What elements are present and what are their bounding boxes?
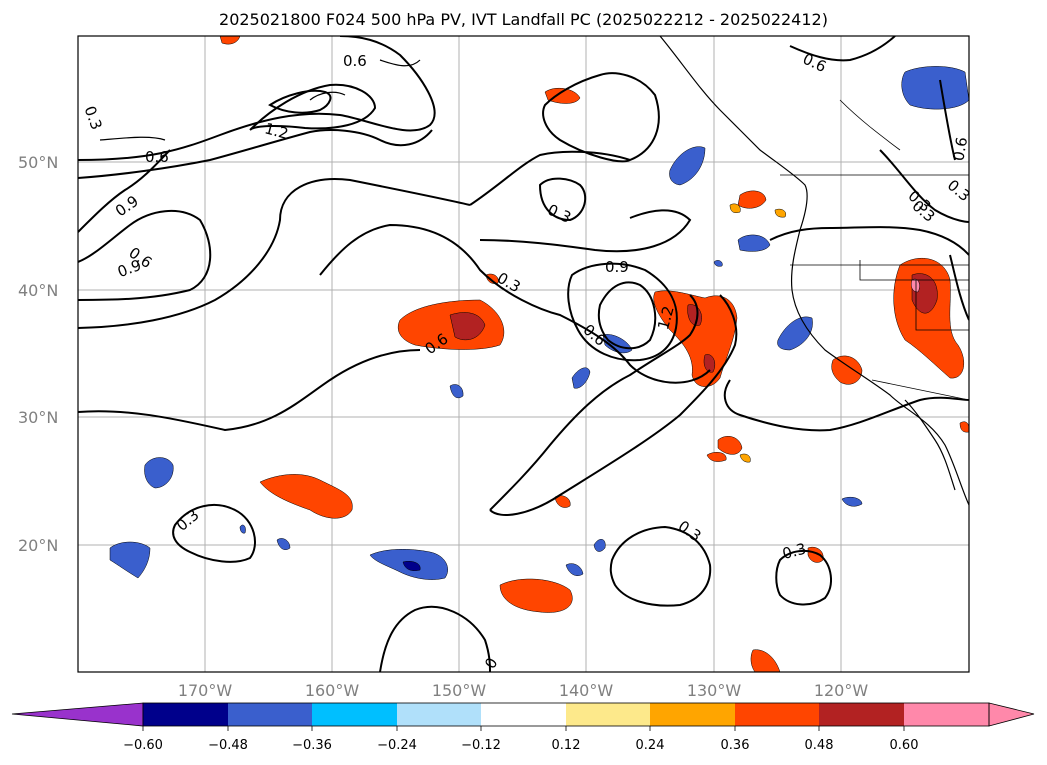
colorbar-tick-label: 0.12 xyxy=(552,738,581,753)
map-title: 2025021800 F024 500 hPa PV, IVT Landfall… xyxy=(219,10,828,29)
longitude-labels: 170°W 160°W 150°W 140°W 130°W 120°W xyxy=(178,681,869,700)
svg-text:0.6: 0.6 xyxy=(949,136,971,163)
lat-label: 50°N xyxy=(18,153,58,172)
map-background xyxy=(78,36,969,672)
colorbar-tick-label: −0.36 xyxy=(292,738,332,753)
colorbar-extend-max xyxy=(988,702,1035,727)
svg-text:1.2: 1.2 xyxy=(654,304,678,332)
colorbar-segment xyxy=(312,703,397,726)
colorbar-tick-label: −0.12 xyxy=(461,738,501,753)
colorbar-tick-label: 0.60 xyxy=(890,738,919,753)
svg-text:1.2: 1.2 xyxy=(263,119,291,143)
lon-label: 140°W xyxy=(559,681,614,700)
colorbar-tick-label: 0.24 xyxy=(636,738,665,753)
colorbar-tick-label: 0.36 xyxy=(721,738,750,753)
lon-label: 160°W xyxy=(305,681,360,700)
svg-text:0.9: 0.9 xyxy=(605,258,629,276)
latitude-labels: 50°N 40°N 30°N 20°N xyxy=(18,153,58,555)
lon-label: 130°W xyxy=(687,681,742,700)
lat-label: 20°N xyxy=(18,536,58,555)
svg-text:0.3: 0.3 xyxy=(780,539,808,563)
lon-label: 120°W xyxy=(814,681,869,700)
colorbar-segment xyxy=(143,703,228,726)
colorbar-segment xyxy=(566,703,650,726)
lon-label: 170°W xyxy=(178,681,233,700)
map-frame xyxy=(77,35,970,673)
svg-text:0.6: 0.6 xyxy=(145,148,169,166)
colorbar-extend-min xyxy=(11,702,144,727)
coastlines xyxy=(99,36,969,506)
colorbar-segment xyxy=(735,703,819,726)
colorbar-segment xyxy=(904,703,989,726)
colorbar-tick-label: −0.48 xyxy=(208,738,248,753)
colorbar-segment xyxy=(819,703,904,726)
colorbar-segment xyxy=(481,703,566,726)
colorbar-tick-label: −0.24 xyxy=(377,738,417,753)
colorbar-segment xyxy=(650,703,735,726)
colorbar: −0.60 −0.48 −0.36 −0.24 −0.12 0.12 0.24 … xyxy=(11,702,1035,753)
colorbar-tick-label: −0.60 xyxy=(123,738,163,753)
ivt-filled-anomalies xyxy=(109,36,969,672)
svg-text:0.6: 0.6 xyxy=(343,52,367,70)
pv-contours xyxy=(78,36,969,672)
lon-label: 150°W xyxy=(432,681,487,700)
colorbar-segment xyxy=(397,703,481,726)
lat-label: 30°N xyxy=(18,408,58,427)
borders xyxy=(780,99,969,401)
lat-label: 40°N xyxy=(18,281,58,300)
colorbar-tick-label: 0.48 xyxy=(805,738,834,753)
colorbar-segment xyxy=(228,703,312,726)
